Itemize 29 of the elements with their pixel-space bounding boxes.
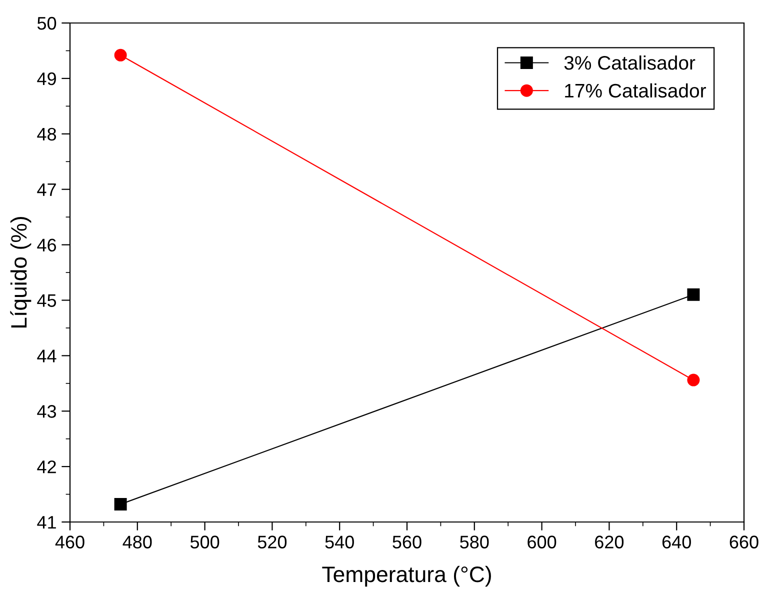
x-tick-label: 540: [325, 536, 354, 548]
x-tick-label: 580: [460, 536, 489, 548]
y-tick-label: 46: [37, 238, 56, 252]
y-tick-label: 47: [37, 183, 56, 196]
x-tick-label: 560: [392, 536, 422, 548]
x-tick-label: 460: [55, 536, 84, 548]
x-tick-label: 600: [528, 536, 556, 548]
y-axis-title: Líquido (%): [10, 217, 32, 328]
x-tick-label: 640: [662, 536, 691, 548]
point: [114, 48, 127, 62]
y-tick-label: 44: [37, 350, 56, 362]
point: [687, 374, 700, 386]
y-tick-label: 45: [37, 294, 56, 307]
legend-label: 3% Catalisador: [564, 55, 696, 70]
y-tick-label: 41: [37, 516, 56, 529]
y-tick-label: 43: [37, 405, 56, 418]
point: [687, 288, 700, 301]
x-tick-label: 660: [730, 536, 758, 548]
point: [114, 498, 127, 511]
legend-label: 17% Catalisador: [565, 83, 706, 98]
x-tick-label: 520: [258, 536, 287, 548]
x-axis-title: Temperatura (°C): [322, 566, 491, 587]
y-tick-label: 48: [37, 128, 56, 141]
x-tick-label: 480: [122, 536, 152, 548]
x-tick-label: 620: [595, 536, 624, 548]
x-tick-label: 500: [190, 536, 220, 548]
y-tick-label: 49: [37, 72, 56, 86]
y-tick-label: 42: [37, 460, 56, 474]
y-tick-label: 50: [37, 16, 56, 30]
